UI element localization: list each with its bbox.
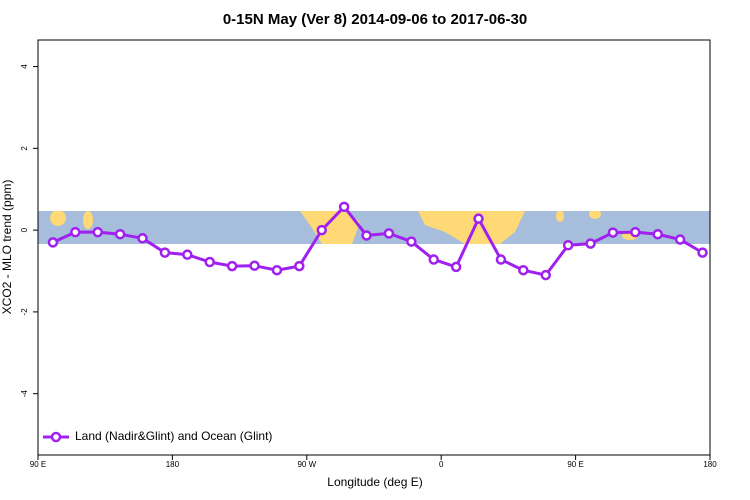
data-point <box>137 233 148 244</box>
x-tick-label: 0 <box>439 460 444 469</box>
y-axis-title: XCO2 - MLO trend (ppm) <box>0 180 14 315</box>
data-point <box>182 249 193 260</box>
x-tick-label: 180 <box>166 460 180 469</box>
data-point <box>495 254 507 265</box>
data-point <box>226 260 238 272</box>
data-point <box>562 240 574 251</box>
data-point <box>585 238 596 249</box>
y-tick-label: -4 <box>20 390 29 398</box>
data-point <box>518 264 529 276</box>
data-point <box>361 230 372 241</box>
data-point <box>338 201 350 213</box>
legend-marker <box>50 431 62 443</box>
y-tick-label: 0 <box>20 227 29 232</box>
data-point <box>294 260 305 272</box>
x-tick-label: 180 <box>703 460 717 469</box>
x-tick-label: 90 W <box>297 460 316 469</box>
data-point <box>540 269 551 281</box>
data-point <box>406 236 417 247</box>
data-point <box>47 237 59 248</box>
data-point <box>114 228 126 240</box>
y-tick-label: -2 <box>20 308 29 316</box>
data-point <box>630 226 641 238</box>
x-axis-title: Longitude (deg E) <box>327 475 422 489</box>
data-point <box>473 213 484 224</box>
data-point <box>674 234 686 245</box>
y-tick-label: 4 <box>20 64 29 69</box>
data-point <box>428 254 439 265</box>
data-point <box>204 256 215 268</box>
data-point <box>383 228 395 239</box>
data-point <box>70 226 81 238</box>
data-point <box>697 247 708 258</box>
map-band <box>38 211 710 244</box>
data-point <box>316 224 327 236</box>
x-tick-label: 90 E <box>567 460 583 469</box>
land <box>50 211 638 244</box>
data-point <box>652 228 663 240</box>
data-point <box>607 227 619 238</box>
plot-frame <box>37 39 711 456</box>
data-point <box>92 226 103 238</box>
data-point <box>249 260 260 271</box>
x-tick-label: 90 E <box>30 460 46 469</box>
chart-title: 0-15N May (Ver 8) 2014-09-06 to 2017-06-… <box>223 11 527 28</box>
y-tick-label: 2 <box>20 146 29 151</box>
legend-label: Land (Nadir&Glint) and Ocean (Glint) <box>75 429 272 443</box>
data-point <box>271 264 283 276</box>
data-point <box>159 247 171 258</box>
data-point <box>450 261 462 273</box>
